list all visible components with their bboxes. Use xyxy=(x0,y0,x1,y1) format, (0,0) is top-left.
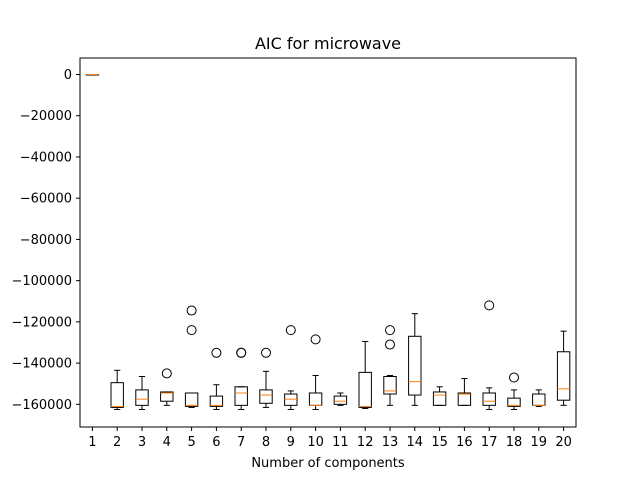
box-iqr xyxy=(507,397,521,407)
box-iqr xyxy=(234,386,248,406)
box-group-18 xyxy=(507,372,521,410)
box-group-9 xyxy=(284,325,298,410)
x-tick-label: 10 xyxy=(307,435,324,450)
box-group-4 xyxy=(160,368,174,406)
y-tick-label: −160000 xyxy=(11,398,72,413)
box-iqr xyxy=(110,382,124,408)
box-iqr xyxy=(408,335,422,396)
outlier-point xyxy=(186,325,197,336)
box-iqr xyxy=(358,371,372,408)
outlier-point xyxy=(261,347,271,358)
box-group-12 xyxy=(358,340,372,409)
y-axis: 0 −20000 −40000 −60000 −80000 −100000 −120000 −… xyxy=(11,68,80,413)
x-tick-label: 12 xyxy=(357,435,374,450)
box-group-20 xyxy=(556,330,571,406)
box-iqr xyxy=(209,395,224,407)
outlier-point xyxy=(310,334,321,345)
box-iqr xyxy=(532,393,546,406)
box-group-7 xyxy=(234,347,248,410)
x-tick-label: 13 xyxy=(382,435,399,450)
outlier-point xyxy=(211,347,222,358)
y-tick-label: −80000 xyxy=(20,233,72,248)
y-tick-label: −40000 xyxy=(20,150,72,165)
box-iqr xyxy=(184,392,199,407)
box-group-19 xyxy=(532,389,546,407)
chart-title: AIC for microwave xyxy=(255,34,401,53)
outlier-point xyxy=(385,325,395,336)
outlier-point xyxy=(385,339,395,350)
x-tick-label: 4 xyxy=(163,435,171,450)
outlier-point xyxy=(186,305,197,316)
box-group-10 xyxy=(308,334,323,410)
box-group-14 xyxy=(408,313,422,406)
box-iqr xyxy=(383,375,397,395)
box-iqr xyxy=(432,391,447,406)
x-tick-label: 15 xyxy=(431,435,448,450)
outlier-point xyxy=(161,368,172,379)
box-iqr xyxy=(284,393,298,406)
box-iqr xyxy=(259,389,273,404)
x-tick-label: 9 xyxy=(287,435,295,450)
x-tick-label: 6 xyxy=(212,435,220,450)
x-axis: 1 2 3 4 5 6 7 8 9 10 11 12 13 14 15 16 17 18 19 20 xyxy=(88,427,572,450)
box-iqr xyxy=(308,392,323,406)
x-tick-label: 19 xyxy=(531,435,548,450)
x-tick-label: 18 xyxy=(506,435,523,450)
x-tick-label: 1 xyxy=(88,435,96,450)
x-tick-label: 11 xyxy=(332,435,349,450)
box-iqr xyxy=(482,392,496,406)
y-tick-label: −140000 xyxy=(11,357,72,372)
box-iqr xyxy=(556,351,571,401)
y-tick-label: −20000 xyxy=(20,109,72,124)
box-group-11 xyxy=(333,392,348,406)
box-group-3 xyxy=(135,375,149,410)
y-tick-label: −100000 xyxy=(11,274,72,289)
box-group-16 xyxy=(457,378,472,406)
x-tick-label: 16 xyxy=(456,435,473,450)
x-tick-label: 3 xyxy=(138,435,146,450)
box-group-13 xyxy=(383,325,397,406)
x-tick-label: 2 xyxy=(113,435,121,450)
box-group-17 xyxy=(482,300,496,410)
x-tick-label: 17 xyxy=(481,435,498,450)
box-iqr xyxy=(135,389,149,406)
outlier-point xyxy=(484,300,495,311)
box-iqr xyxy=(333,395,348,405)
box-group-6 xyxy=(209,347,224,410)
outlier-point xyxy=(509,372,519,383)
axes-frame xyxy=(79,57,577,428)
box-iqr xyxy=(160,391,174,402)
box-group-5 xyxy=(184,305,199,408)
x-tick-label: 7 xyxy=(237,435,245,450)
x-tick-label: 14 xyxy=(407,435,424,450)
y-tick-label: −120000 xyxy=(11,315,72,330)
y-tick-label: −60000 xyxy=(20,192,72,207)
x-axis-label: Number of components xyxy=(251,456,405,471)
outlier-point xyxy=(285,325,296,336)
plot-area xyxy=(85,73,571,410)
x-tick-label: 5 xyxy=(187,435,195,450)
box-group-1 xyxy=(85,73,100,76)
x-tick-label: 8 xyxy=(262,435,270,450)
x-tick-label: 20 xyxy=(555,435,572,450)
box-group-2 xyxy=(110,369,124,410)
outlier-point xyxy=(236,347,247,358)
box-group-8 xyxy=(259,347,273,408)
box-group-15 xyxy=(432,386,447,406)
box-iqr xyxy=(457,392,472,406)
y-tick-label: 0 xyxy=(64,68,72,83)
